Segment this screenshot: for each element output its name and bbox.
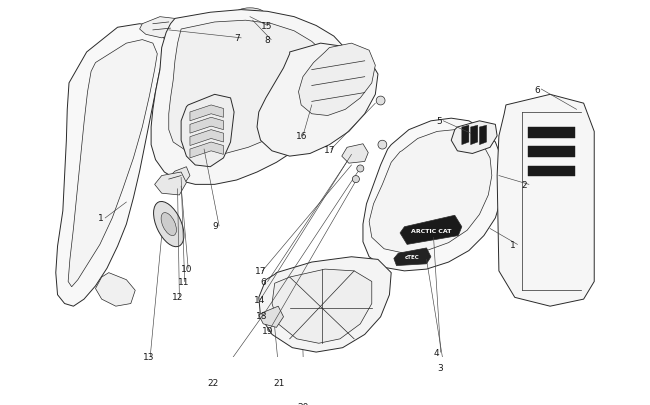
Polygon shape bbox=[190, 118, 224, 134]
Text: 12: 12 bbox=[172, 292, 184, 301]
Polygon shape bbox=[190, 130, 224, 146]
Polygon shape bbox=[56, 25, 166, 307]
Text: 22: 22 bbox=[207, 379, 219, 388]
Polygon shape bbox=[480, 126, 487, 145]
Text: 7: 7 bbox=[234, 34, 240, 43]
Polygon shape bbox=[272, 269, 372, 343]
Polygon shape bbox=[151, 11, 352, 185]
Polygon shape bbox=[169, 21, 330, 155]
Text: 1: 1 bbox=[510, 240, 516, 249]
Polygon shape bbox=[528, 166, 575, 177]
Text: 19: 19 bbox=[263, 326, 274, 335]
Text: 10: 10 bbox=[181, 264, 192, 273]
Polygon shape bbox=[257, 44, 378, 157]
Text: 11: 11 bbox=[177, 277, 189, 286]
Ellipse shape bbox=[235, 9, 265, 23]
Circle shape bbox=[376, 97, 385, 106]
Ellipse shape bbox=[161, 213, 176, 236]
Polygon shape bbox=[140, 17, 179, 39]
Polygon shape bbox=[190, 106, 224, 121]
Text: 6: 6 bbox=[534, 85, 540, 94]
Ellipse shape bbox=[153, 202, 184, 247]
Polygon shape bbox=[68, 40, 157, 287]
Text: 20: 20 bbox=[298, 402, 309, 405]
Polygon shape bbox=[342, 145, 369, 164]
Polygon shape bbox=[190, 143, 224, 158]
Polygon shape bbox=[471, 126, 478, 145]
Circle shape bbox=[378, 141, 387, 150]
Polygon shape bbox=[363, 119, 504, 271]
Polygon shape bbox=[259, 257, 391, 352]
Circle shape bbox=[306, 292, 338, 324]
Polygon shape bbox=[298, 44, 375, 116]
Polygon shape bbox=[170, 167, 190, 185]
Polygon shape bbox=[181, 95, 234, 167]
Text: 6: 6 bbox=[261, 277, 266, 286]
Circle shape bbox=[357, 166, 364, 173]
Text: 17: 17 bbox=[255, 267, 266, 276]
Text: 9: 9 bbox=[212, 222, 218, 231]
Text: 21: 21 bbox=[273, 379, 284, 388]
Polygon shape bbox=[528, 147, 575, 158]
Text: cTEC: cTEC bbox=[405, 255, 420, 260]
Circle shape bbox=[352, 176, 359, 183]
Text: 2: 2 bbox=[522, 180, 527, 190]
Polygon shape bbox=[451, 122, 497, 154]
Polygon shape bbox=[528, 128, 575, 138]
Text: 13: 13 bbox=[143, 352, 155, 361]
Polygon shape bbox=[259, 307, 283, 328]
Text: 17: 17 bbox=[324, 145, 335, 154]
Text: 18: 18 bbox=[256, 311, 268, 320]
Text: 14: 14 bbox=[254, 295, 265, 304]
Text: 5: 5 bbox=[436, 117, 442, 126]
Polygon shape bbox=[369, 130, 492, 254]
Text: 4: 4 bbox=[434, 348, 439, 357]
Text: ARCTIC CAT: ARCTIC CAT bbox=[411, 228, 451, 233]
Polygon shape bbox=[497, 95, 594, 307]
Text: 1: 1 bbox=[98, 214, 104, 223]
Polygon shape bbox=[155, 173, 187, 196]
Text: 15: 15 bbox=[261, 22, 272, 31]
Text: 3: 3 bbox=[437, 364, 443, 373]
Text: 16: 16 bbox=[296, 132, 307, 141]
Text: 8: 8 bbox=[264, 36, 270, 45]
Polygon shape bbox=[96, 273, 135, 307]
Polygon shape bbox=[400, 216, 462, 245]
Polygon shape bbox=[462, 126, 469, 145]
Polygon shape bbox=[394, 248, 431, 266]
